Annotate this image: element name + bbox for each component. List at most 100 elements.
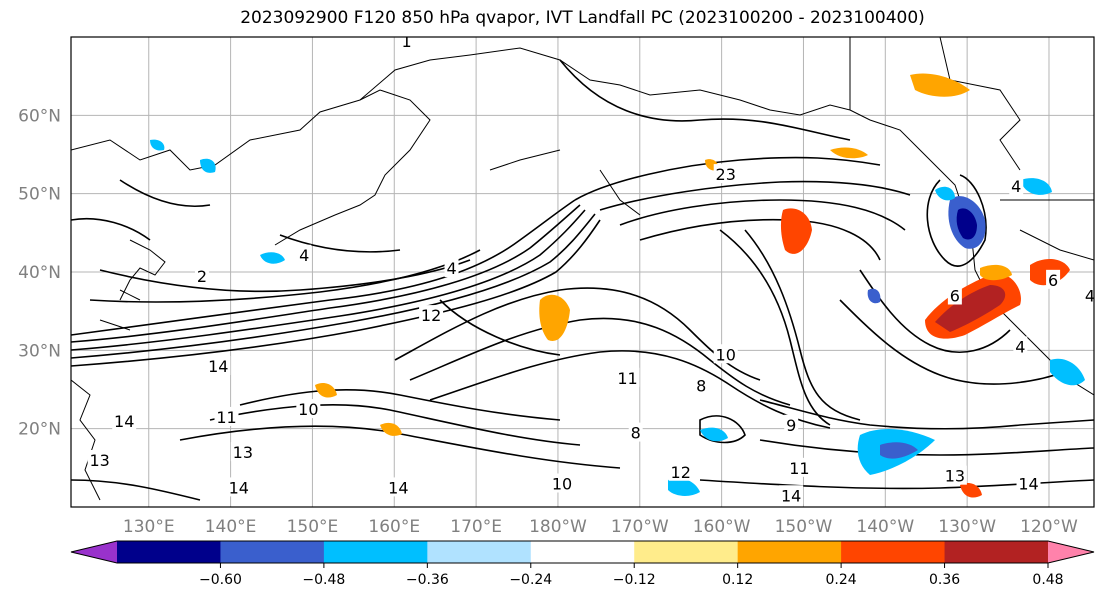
contour-label-background [214,406,239,426]
colorbar-tick-label: 0.24 [826,572,857,588]
contour-label-background [87,450,112,469]
contour-label: 10 [552,475,572,494]
colorbar-ticks: −0.60 −0.48 −0.36 −0.24 −0.12 0.12 0.24 0.36 0.4… [199,563,1064,588]
longitude-label: 150°W [775,517,833,537]
contour-label: 14 [229,478,249,497]
contour-label: 14 [388,478,408,497]
contour-label: 14 [208,357,228,376]
contour-label: 23 [716,165,736,184]
colorbar-box [841,541,946,563]
contour-label: 13 [89,451,109,470]
colorbar-box [220,541,325,563]
longitude-label: 150°E [287,517,339,537]
contour-label: 12 [671,463,691,482]
contour-label-background [787,457,812,477]
contour-label-background [694,375,709,395]
contour-label-background [296,399,321,419]
longitude-label: 120°W [1020,517,1078,537]
contour-label: 10 [716,345,736,364]
contour-label-background [444,258,459,278]
contour-label: 11 [789,459,809,478]
colorbar-box [737,541,842,563]
contour-label: 13 [233,443,253,462]
contour-label-background [194,265,209,285]
colorbar-box [530,541,635,563]
contour-label-background [550,473,575,493]
colorbar-tick-label: 0.48 [1032,572,1063,588]
contour-label: 10 [298,400,318,419]
contour-label: 11 [216,408,236,427]
contour-label: 4 [1015,337,1025,356]
colorbar-outline [70,540,1095,564]
contour-label: 9 [786,416,796,435]
longitude-label: 140°E [205,517,257,537]
contour-label: 14 [1018,475,1038,494]
longitude-label: 180°W [529,517,587,537]
contour-label-background [628,422,643,442]
contour-label: 4 [299,246,309,265]
longitude-label: 130°E [123,517,175,537]
colorbar-box [427,541,532,563]
latitude-label: 30°N [18,341,61,361]
colorbar-box [634,541,739,563]
latitude-label: 60°N [18,106,61,126]
latitude-labels: 60°N 50°N 40°N 30°N 20°N [18,106,61,439]
longitude-label: 140°W [856,517,914,537]
colorbar-tick-label: −0.36 [406,572,449,588]
contour-label-background [1046,269,1061,289]
contour-label-background [297,244,312,264]
contour-label-background [615,367,640,387]
figure-title: 2023092900 F120 850 hPa qvapor, IVT Land… [240,8,925,28]
qvapor-contours [71,59,1094,501]
contour-label: 4 [1085,287,1095,306]
contour-label: 8 [631,424,641,443]
contour-label: 13 [945,467,965,486]
map-frame [70,36,1095,508]
contour-label: 2 [197,267,207,286]
colorbar-box [323,541,428,563]
colorbar-tick-label: −0.48 [302,572,345,588]
colorbar-tick-label: 0.12 [722,572,753,588]
contour-label-background [1013,336,1028,356]
latitude-label: 20°N [18,420,61,440]
contour-label-background [713,164,738,184]
longitude-label: 170°W [611,517,669,537]
colorbar-tick-label: −0.12 [613,572,656,588]
contour-label-background [386,477,411,497]
contour-label: 4 [446,259,456,278]
contour-label: 1 [401,32,411,51]
contour-label-background [1016,473,1041,493]
contour-label-background [947,285,962,305]
colorbar-tick-label: 0.36 [929,572,960,588]
contour-label-background [112,410,137,430]
contour-label-background [226,477,251,497]
contour-label: 6 [1048,271,1058,290]
colorbar-extend-min [71,541,117,563]
longitude-label: 160°W [693,517,751,537]
contour-label-background [230,442,255,462]
contour-label: 12 [421,306,441,325]
colorbar [70,540,1095,564]
colorbar-extend-max [1048,541,1094,563]
contour-label: 4 [1011,177,1021,196]
contour-label: 14 [781,486,801,505]
latitude-label: 40°N [18,263,61,283]
colorbar-tick-label: −0.24 [509,572,552,588]
longitude-labels: 130°E 140°E 150°E 160°E 170°E 180°W 170°W 160°W… [123,517,1078,537]
longitude-label: 130°W [938,517,996,537]
colorbar-box [117,541,221,563]
latitude-label: 50°N [18,185,61,205]
contour-label-background [419,305,444,325]
contour-label-background [1082,285,1094,305]
contour-label: 11 [617,369,637,388]
contour-label-background [942,465,967,485]
longitude-label: 170°E [450,517,502,537]
contour-label-background [1009,175,1024,195]
contour-label: 6 [950,287,960,306]
contour-label-background [784,414,799,434]
colorbar-box [944,541,1049,563]
